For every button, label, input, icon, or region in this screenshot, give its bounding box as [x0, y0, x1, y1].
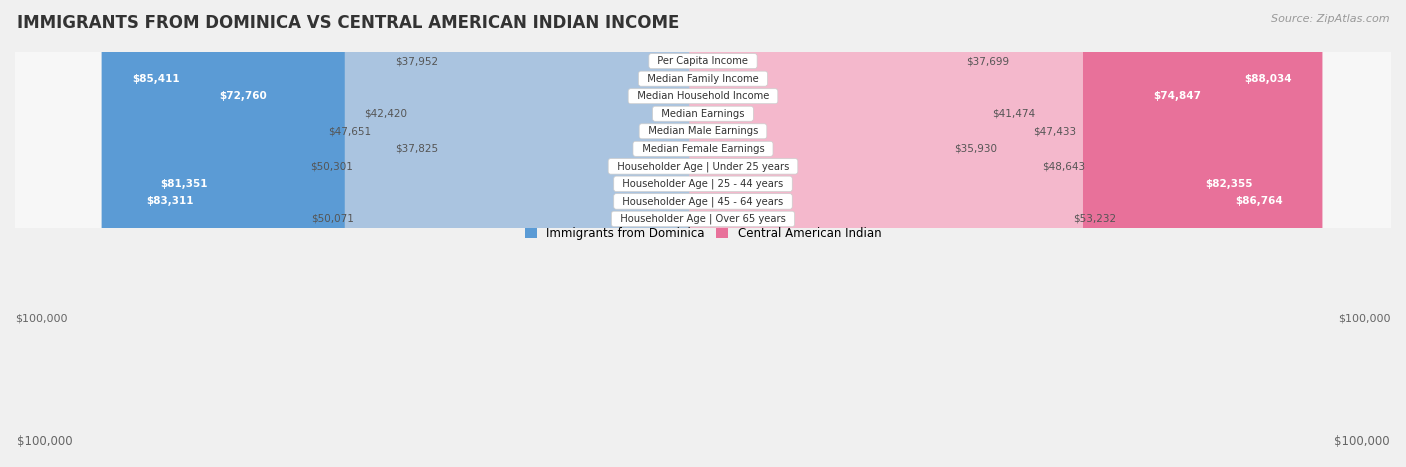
FancyBboxPatch shape	[8, 0, 1398, 467]
FancyBboxPatch shape	[8, 0, 1398, 467]
Text: $83,311: $83,311	[146, 197, 194, 206]
Text: $72,760: $72,760	[219, 91, 267, 101]
Text: $50,301: $50,301	[309, 161, 353, 171]
FancyBboxPatch shape	[101, 0, 717, 467]
FancyBboxPatch shape	[689, 0, 1232, 467]
FancyBboxPatch shape	[689, 0, 1313, 467]
Text: Per Capita Income: Per Capita Income	[651, 56, 755, 66]
Text: Householder Age | Under 25 years: Householder Age | Under 25 years	[610, 161, 796, 171]
FancyBboxPatch shape	[429, 0, 717, 467]
Legend: Immigrants from Dominica, Central American Indian: Immigrants from Dominica, Central Americ…	[520, 222, 886, 245]
FancyBboxPatch shape	[429, 0, 717, 467]
FancyBboxPatch shape	[117, 0, 717, 467]
FancyBboxPatch shape	[689, 0, 965, 467]
FancyBboxPatch shape	[689, 0, 1002, 467]
Text: $100,000: $100,000	[1333, 435, 1389, 448]
FancyBboxPatch shape	[8, 0, 1398, 467]
FancyBboxPatch shape	[398, 0, 717, 467]
Text: Householder Age | Over 65 years: Householder Age | Over 65 years	[614, 214, 792, 224]
FancyBboxPatch shape	[8, 0, 1398, 467]
FancyBboxPatch shape	[8, 0, 1398, 467]
FancyBboxPatch shape	[8, 0, 1398, 467]
Text: Median Earnings: Median Earnings	[655, 109, 751, 119]
Text: $86,764: $86,764	[1236, 197, 1284, 206]
Text: $50,071: $50,071	[312, 214, 354, 224]
FancyBboxPatch shape	[8, 0, 1398, 467]
FancyBboxPatch shape	[344, 0, 717, 467]
Text: $41,474: $41,474	[993, 109, 1036, 119]
Text: $81,351: $81,351	[160, 179, 207, 189]
Text: $100,000: $100,000	[1339, 314, 1391, 324]
Text: $37,952: $37,952	[395, 56, 437, 66]
FancyBboxPatch shape	[8, 0, 1398, 467]
FancyBboxPatch shape	[129, 0, 717, 467]
Text: Median Household Income: Median Household Income	[631, 91, 775, 101]
FancyBboxPatch shape	[689, 0, 1083, 467]
FancyBboxPatch shape	[8, 0, 1398, 467]
Text: $47,651: $47,651	[328, 126, 371, 136]
Text: Median Family Income: Median Family Income	[641, 74, 765, 84]
Text: Median Female Earnings: Median Female Earnings	[636, 144, 770, 154]
FancyBboxPatch shape	[343, 0, 717, 467]
Text: $74,847: $74,847	[1153, 91, 1202, 101]
Text: $48,643: $48,643	[1042, 161, 1085, 171]
FancyBboxPatch shape	[361, 0, 717, 467]
Text: $100,000: $100,000	[15, 314, 67, 324]
FancyBboxPatch shape	[8, 0, 1398, 467]
Text: $100,000: $100,000	[17, 435, 73, 448]
Text: Householder Age | 45 - 64 years: Householder Age | 45 - 64 years	[616, 196, 790, 207]
FancyBboxPatch shape	[689, 0, 1043, 467]
Text: Source: ZipAtlas.com: Source: ZipAtlas.com	[1271, 14, 1389, 24]
Text: $42,420: $42,420	[364, 109, 406, 119]
Text: $82,355: $82,355	[1205, 179, 1253, 189]
FancyBboxPatch shape	[689, 0, 1323, 467]
Text: $35,930: $35,930	[955, 144, 997, 154]
Text: $53,232: $53,232	[1073, 214, 1116, 224]
Text: IMMIGRANTS FROM DOMINICA VS CENTRAL AMERICAN INDIAN INCOME: IMMIGRANTS FROM DOMINICA VS CENTRAL AMER…	[17, 14, 679, 32]
Text: Median Male Earnings: Median Male Earnings	[641, 126, 765, 136]
Text: $37,699: $37,699	[966, 56, 1010, 66]
Text: $37,825: $37,825	[395, 144, 439, 154]
FancyBboxPatch shape	[188, 0, 717, 467]
Text: $47,433: $47,433	[1033, 126, 1077, 136]
FancyBboxPatch shape	[689, 0, 976, 467]
FancyBboxPatch shape	[689, 0, 1284, 467]
Text: Householder Age | 25 - 44 years: Householder Age | 25 - 44 years	[616, 179, 790, 189]
FancyBboxPatch shape	[689, 0, 1052, 467]
Text: $85,411: $85,411	[132, 74, 180, 84]
Text: $88,034: $88,034	[1244, 74, 1292, 84]
